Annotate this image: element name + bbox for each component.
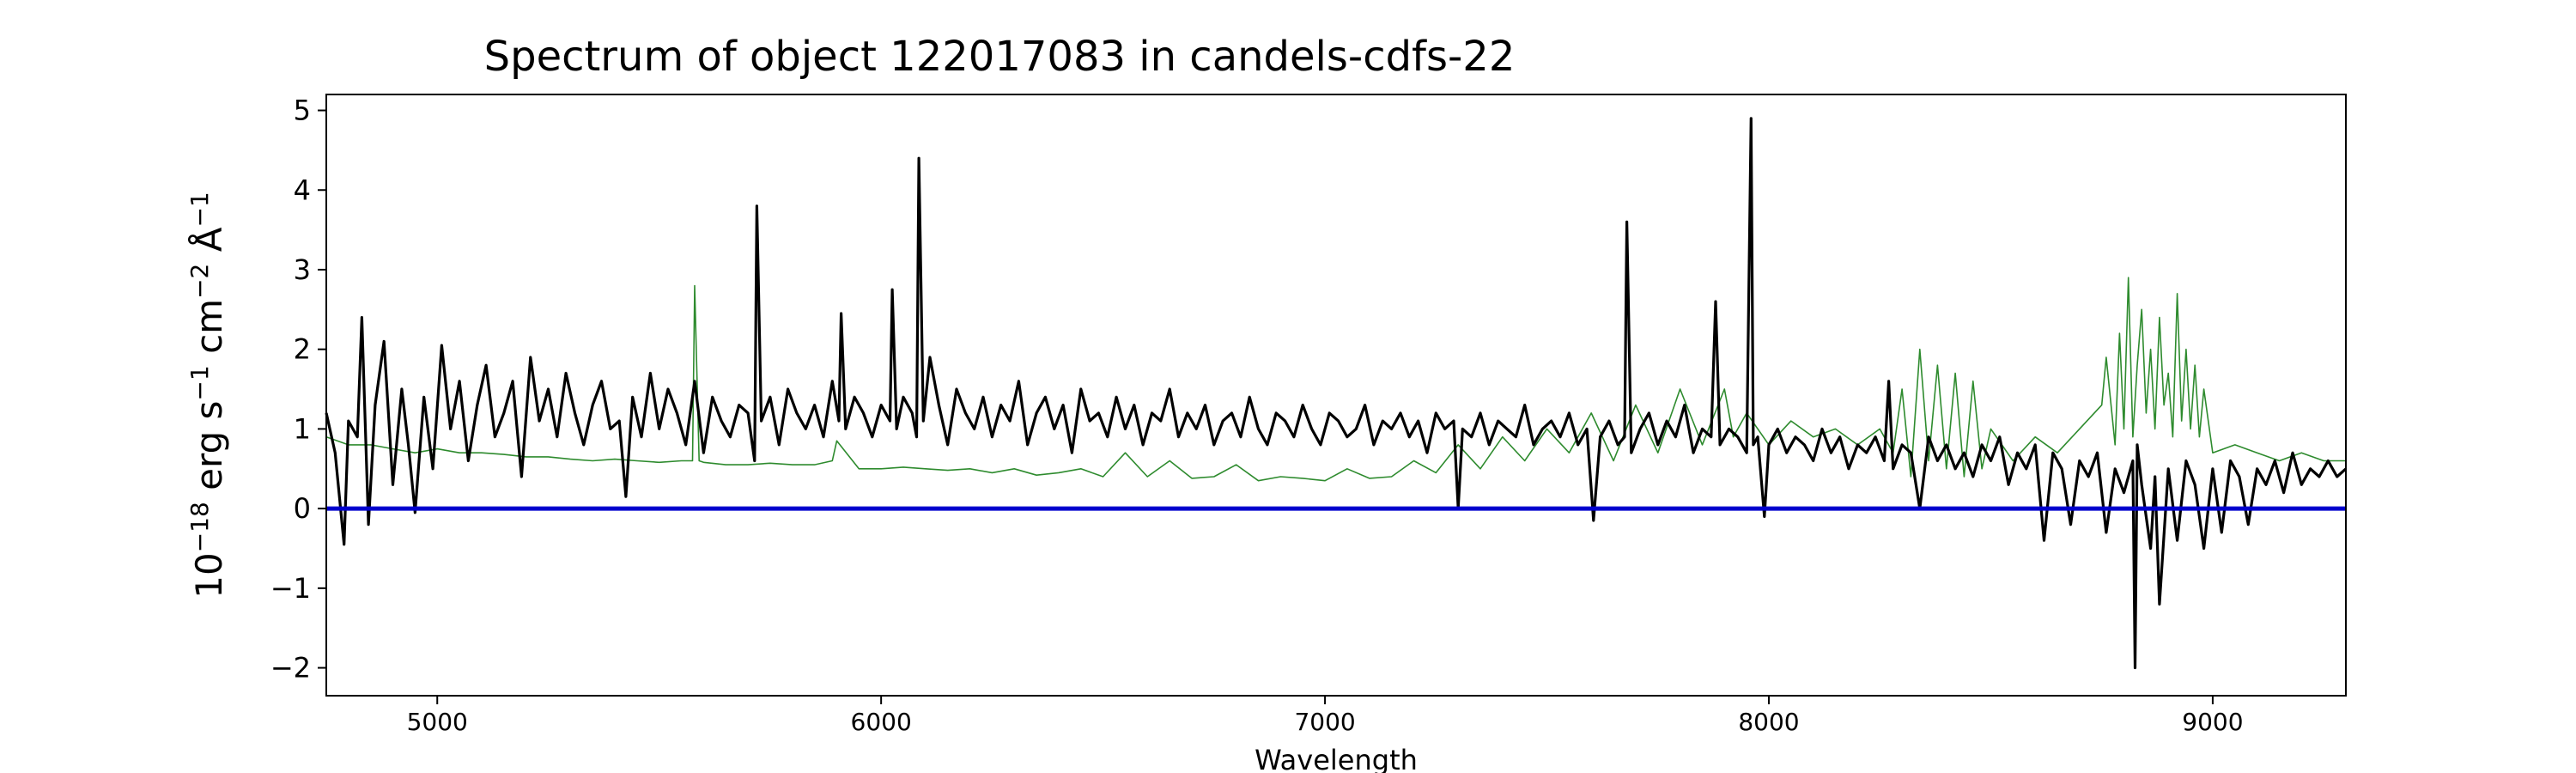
plot-area [325,94,2348,697]
y-axis: −2 −1 0 1 2 3 4 5 [270,94,326,685]
chart-title: Spectrum of object 122017083 in candels-… [484,33,1516,81]
y-axis-label: 10−18 erg s−1 cm−2 Å−1 [185,192,230,598]
y-tick-label: 4 [294,173,311,206]
plot-background [326,94,2346,696]
noise-series-line [325,277,2346,482]
x-tick-label: 8000 [1738,708,1799,736]
x-tick-label: 7000 [1294,708,1355,736]
y-axis-label-exp1: −18 [185,502,214,552]
x-axis-label: Wavelength [1255,744,1418,773]
x-tick-label: 6000 [851,708,912,736]
series-layer [325,117,2348,670]
y-axis-label-base: 10 [188,552,230,598]
plot-border [325,94,2347,697]
x-tick-label: 9000 [2182,708,2243,736]
y-tick-label: 2 [294,333,311,366]
y-tick-label: 5 [294,94,311,127]
flux-series-line [325,117,2348,670]
y-tick-label: −2 [270,652,311,685]
y-tick-label: 3 [294,253,311,286]
y-tick-label: 0 [294,492,311,525]
y-axis-label-mid1: erg s [188,401,230,502]
y-tick-label: −1 [270,572,311,605]
y-axis-label-exp3: −2 [185,264,214,299]
y-axis-label-exp4: −1 [185,192,214,227]
x-tick-label: 5000 [407,708,468,736]
y-axis-label-mid3: Å [187,227,230,263]
y-axis-label-exp2: −1 [185,365,214,400]
x-axis: 5000 6000 7000 8000 9000 [407,696,2244,736]
y-axis-label-mid2: cm [188,299,230,365]
y-tick-label: 1 [294,412,311,445]
